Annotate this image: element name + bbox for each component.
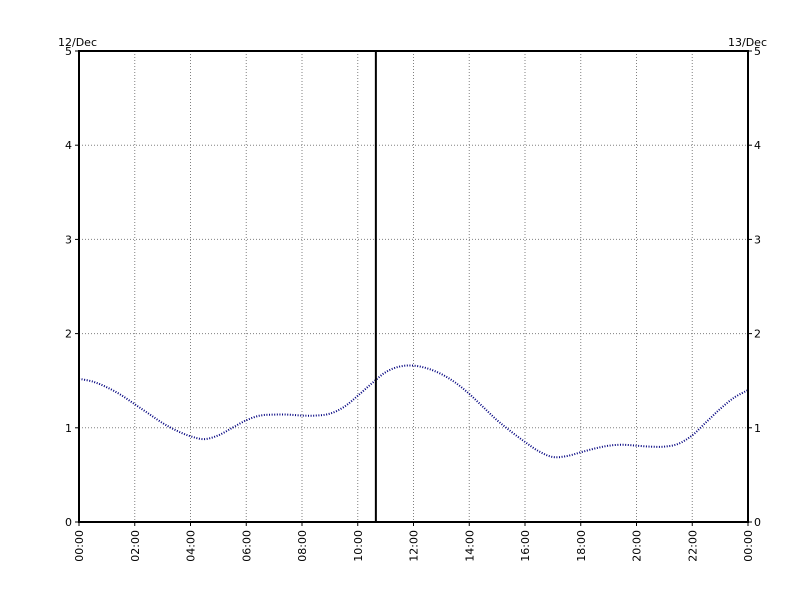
- x-tick-label: 20:00: [631, 530, 644, 562]
- y-tick-label-left: 2: [65, 328, 72, 341]
- x-tick-label: 00:00: [742, 530, 755, 562]
- x-tick-label: 04:00: [185, 530, 198, 562]
- y-tick-label-right: 3: [754, 233, 761, 246]
- x-tick-label: 14:00: [463, 530, 476, 562]
- date-label-left: 12/Dec: [58, 36, 97, 49]
- date-label-right: 13/Dec: [728, 36, 767, 49]
- x-tick-label: 10:00: [352, 530, 365, 562]
- y-tick-label-right: 2: [754, 328, 761, 341]
- x-tick-label: 12:00: [408, 530, 421, 562]
- y-tick-label-right: 0: [754, 516, 761, 529]
- series-line: [78, 364, 749, 459]
- x-tick-label: 16:00: [519, 530, 532, 562]
- x-tick-label: 08:00: [296, 530, 309, 562]
- x-tick-label: 18:00: [575, 530, 588, 562]
- grid: [79, 51, 748, 522]
- y-tick-label-right: 1: [754, 422, 761, 435]
- y-tick-label-left: 3: [65, 233, 72, 246]
- x-tick-label: 02:00: [129, 530, 142, 562]
- y-tick-label-left: 4: [65, 139, 72, 152]
- x-axis: 00:00 02:00 04:00 06:00 08:00 10:00 12:00 14:00…: [73, 522, 755, 562]
- y-tick-label-left: 0: [65, 516, 72, 529]
- y-tick-label-left: 5: [65, 45, 72, 58]
- x-tick-label: 06:00: [240, 530, 253, 562]
- x-tick-label: 22:00: [686, 530, 699, 562]
- x-tick-label: 00:00: [73, 530, 86, 562]
- plot-frame: [78, 50, 749, 523]
- y-tick-label-right: 4: [754, 139, 761, 152]
- y-tick-label-left: 1: [65, 422, 72, 435]
- y-tick-label-right: 5: [754, 45, 761, 58]
